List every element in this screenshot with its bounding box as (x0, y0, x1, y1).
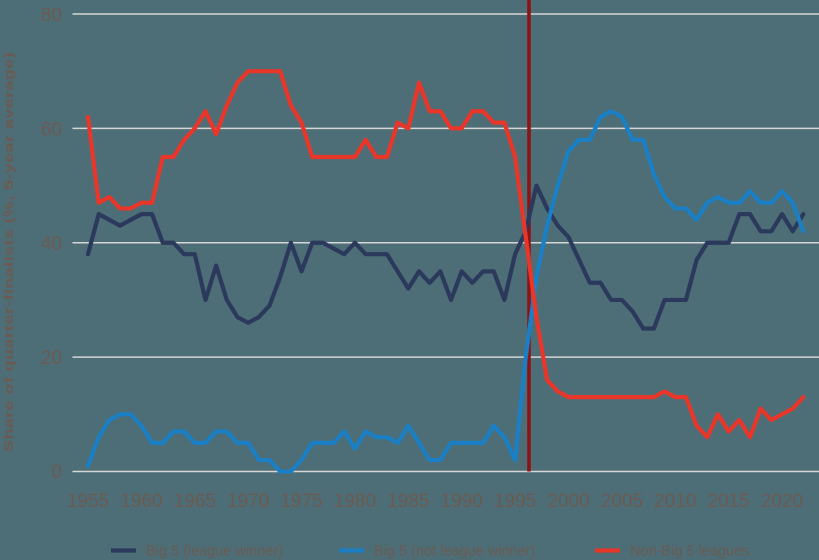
svg-text:2015: 2015 (707, 491, 749, 512)
svg-text:40: 40 (41, 234, 62, 255)
svg-text:Non-Big 5 leagues: Non-Big 5 leagues (630, 544, 749, 560)
svg-text:80: 80 (41, 5, 62, 26)
svg-text:1955: 1955 (67, 491, 109, 512)
svg-text:2010: 2010 (654, 491, 696, 512)
svg-text:2020: 2020 (761, 491, 803, 512)
svg-text:1980: 1980 (334, 491, 376, 512)
svg-text:Share of quarter-finalists (%,: Share of quarter-finalists (%, 5-year av… (1, 52, 16, 452)
svg-text:Big 5 (league winner): Big 5 (league winner) (146, 544, 283, 560)
svg-text:1985: 1985 (387, 491, 429, 512)
svg-text:1975: 1975 (280, 491, 322, 512)
svg-text:2000: 2000 (547, 491, 589, 512)
svg-text:20: 20 (41, 348, 62, 369)
svg-text:Big 5 (not league winner): Big 5 (not league winner) (374, 544, 535, 560)
svg-text:60: 60 (41, 120, 62, 141)
svg-text:1965: 1965 (174, 491, 216, 512)
svg-text:2005: 2005 (601, 491, 643, 512)
svg-text:1995: 1995 (494, 491, 536, 512)
svg-text:1990: 1990 (441, 491, 483, 512)
svg-text:1970: 1970 (227, 491, 269, 512)
svg-text:1960: 1960 (120, 491, 162, 512)
svg-text:0: 0 (51, 462, 62, 483)
